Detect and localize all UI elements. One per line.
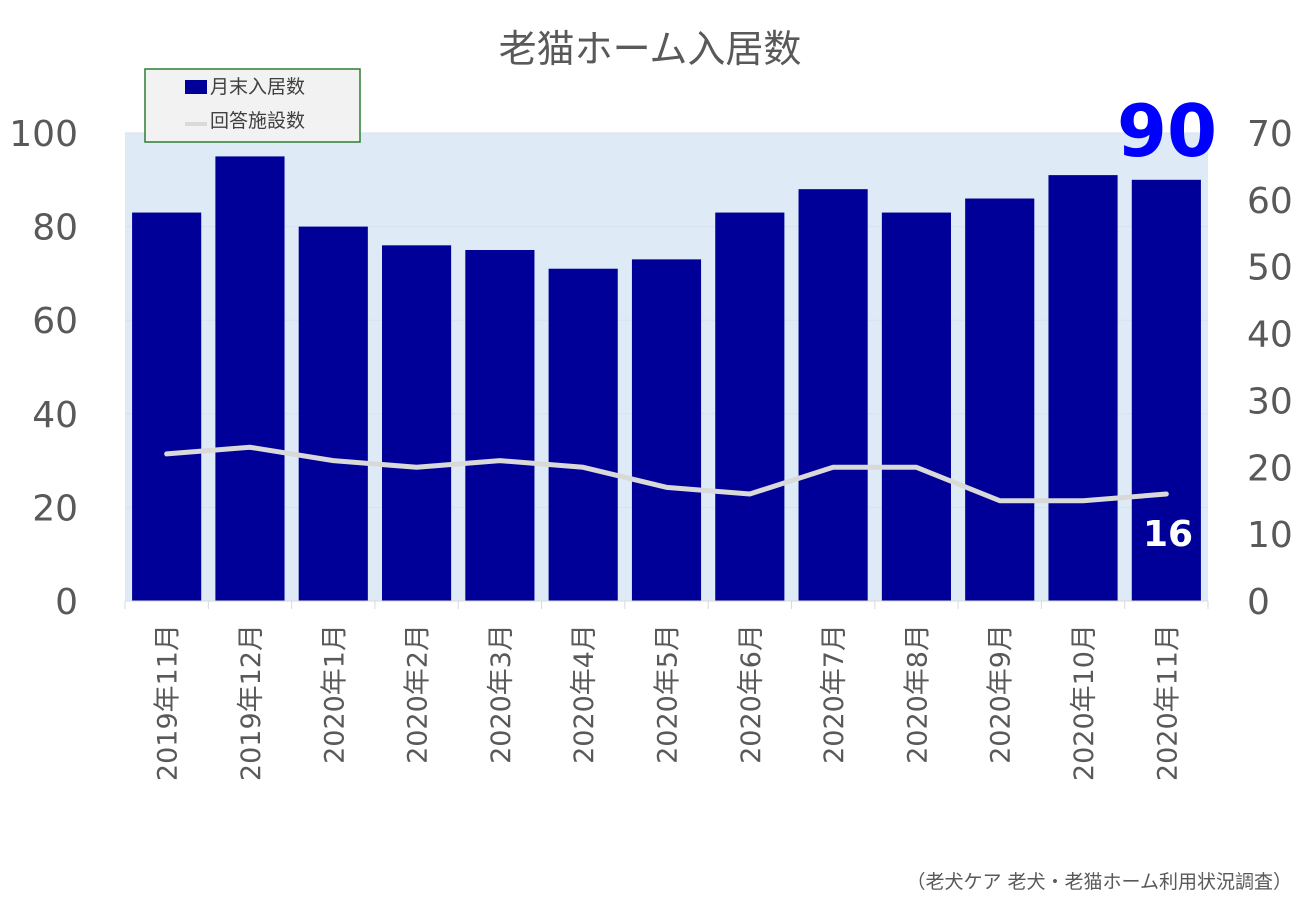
bar	[631, 259, 702, 601]
source-note: （老犬ケア 老犬・老猫ホーム利用状況調査）	[907, 871, 1292, 893]
bar-series	[132, 156, 1201, 602]
bar	[382, 245, 452, 601]
y-tick-label-right: 70	[1247, 114, 1293, 155]
legend-label-bar: 月末入居数	[210, 76, 305, 98]
bar	[465, 250, 535, 601]
x-tick-label: 2020年10月	[1069, 624, 1100, 781]
bar	[881, 212, 951, 601]
bar	[298, 226, 368, 601]
y-tick-label-right: 40	[1247, 315, 1293, 356]
y-tick-label-right: 60	[1247, 181, 1293, 222]
x-axis: 2019年11月 2019年12月 2020年1月 2020年2月 2020年3月 202…	[124, 600, 1209, 781]
x-tick-label: 2019年11月	[153, 624, 184, 781]
legend-box	[144, 68, 361, 143]
y-tick-label-left: 60	[32, 301, 78, 342]
legend: 月末入居数 回答施設数	[144, 68, 361, 143]
last-bar-value-label: 90	[1117, 89, 1217, 173]
last-line-value-label: 16	[1143, 514, 1193, 555]
x-tick-label: 2020年11月	[1152, 624, 1183, 781]
bar	[715, 212, 785, 601]
y-tick-label-right: 0	[1247, 582, 1270, 623]
y-tick-label-left: 80	[32, 208, 78, 249]
bar	[965, 198, 1035, 601]
x-tick-label: 2020年6月	[736, 624, 767, 764]
bar	[798, 189, 868, 601]
y-tick-label-left: 40	[32, 395, 78, 436]
legend-swatch-bar	[185, 80, 207, 94]
y-tick-label-left: 100	[9, 114, 78, 155]
legend-label-line: 回答施設数	[210, 110, 305, 132]
bar	[1048, 175, 1118, 601]
y-tick-label-right: 20	[1247, 448, 1293, 489]
x-tick-label: 2020年3月	[486, 624, 517, 764]
x-tick-label: 2020年7月	[819, 624, 850, 764]
y-tick-label-left: 0	[55, 582, 78, 623]
y-tick-label-right: 50	[1247, 248, 1293, 289]
x-tick-label: 2019年12月	[236, 624, 267, 781]
y-tick-label-right: 30	[1247, 381, 1293, 422]
bar	[215, 156, 285, 601]
bar	[132, 212, 202, 601]
x-tick-label: 2020年1月	[319, 624, 350, 764]
x-tick-label: 2020年4月	[569, 624, 600, 764]
x-tick-label: 2020年5月	[653, 624, 684, 764]
x-tick-label: 2020年2月	[403, 624, 434, 764]
bar	[1131, 179, 1201, 602]
y-axis-right: 0 10 20 30 40 50 60 70	[1247, 114, 1293, 623]
x-tick-label: 2020年9月	[986, 624, 1017, 764]
x-tick-label: 2020年8月	[902, 624, 933, 764]
y-axis-left: 0 20 40 60 80 100	[9, 114, 78, 623]
line-series	[164, 444, 1169, 504]
y-tick-label-left: 20	[32, 488, 78, 529]
y-tick-label-right: 10	[1247, 515, 1293, 556]
chart-title: 老猫ホーム入居数	[499, 27, 802, 71]
bar	[548, 268, 618, 601]
